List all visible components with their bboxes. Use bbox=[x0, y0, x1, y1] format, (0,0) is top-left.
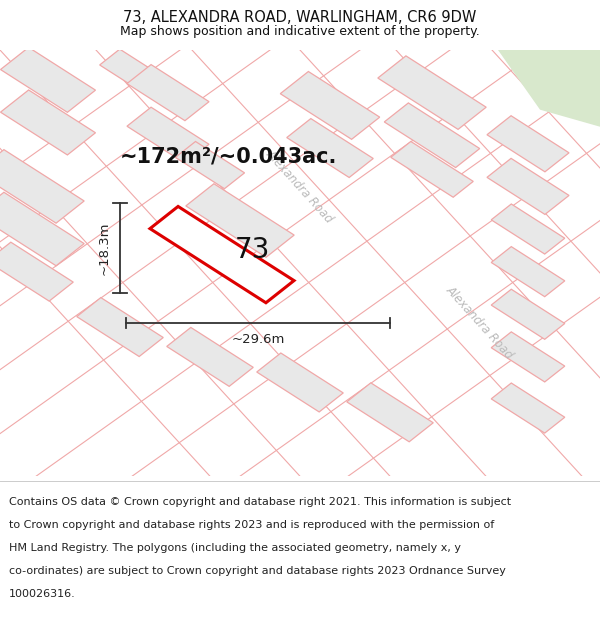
Polygon shape bbox=[498, 50, 600, 127]
Text: 100026316.: 100026316. bbox=[9, 589, 76, 599]
Polygon shape bbox=[491, 383, 565, 433]
Polygon shape bbox=[491, 332, 565, 382]
Polygon shape bbox=[186, 184, 294, 258]
Polygon shape bbox=[1, 90, 95, 155]
Polygon shape bbox=[487, 116, 569, 172]
Polygon shape bbox=[0, 192, 84, 266]
Text: Map shows position and indicative extent of the property.: Map shows position and indicative extent… bbox=[120, 24, 480, 38]
Polygon shape bbox=[378, 56, 486, 129]
Polygon shape bbox=[487, 158, 569, 214]
Text: ~29.6m: ~29.6m bbox=[232, 334, 284, 346]
Polygon shape bbox=[391, 141, 473, 198]
Text: 73: 73 bbox=[235, 236, 269, 264]
Polygon shape bbox=[257, 353, 343, 412]
Text: ~172m²/~0.043ac.: ~172m²/~0.043ac. bbox=[119, 146, 337, 166]
Text: Contains OS data © Crown copyright and database right 2021. This information is : Contains OS data © Crown copyright and d… bbox=[9, 497, 511, 507]
Polygon shape bbox=[0, 149, 84, 223]
Polygon shape bbox=[491, 289, 565, 339]
Polygon shape bbox=[491, 247, 565, 297]
Polygon shape bbox=[491, 204, 565, 254]
Text: co-ordinates) are subject to Crown copyright and database rights 2023 Ordnance S: co-ordinates) are subject to Crown copyr… bbox=[9, 566, 506, 576]
Text: Alexandra Road: Alexandra Road bbox=[444, 284, 516, 362]
Text: HM Land Registry. The polygons (including the associated geometry, namely x, y: HM Land Registry. The polygons (includin… bbox=[9, 543, 461, 553]
Polygon shape bbox=[280, 71, 380, 139]
Polygon shape bbox=[0, 242, 73, 301]
Polygon shape bbox=[150, 206, 294, 302]
Polygon shape bbox=[167, 328, 253, 386]
Polygon shape bbox=[384, 103, 480, 168]
Polygon shape bbox=[287, 119, 373, 178]
Polygon shape bbox=[77, 298, 163, 356]
Text: ~18.3m: ~18.3m bbox=[98, 221, 111, 275]
Polygon shape bbox=[175, 141, 245, 189]
Polygon shape bbox=[100, 49, 164, 94]
Polygon shape bbox=[127, 64, 209, 121]
Polygon shape bbox=[127, 107, 209, 163]
Text: 73, ALEXANDRA ROAD, WARLINGHAM, CR6 9DW: 73, ALEXANDRA ROAD, WARLINGHAM, CR6 9DW bbox=[124, 10, 476, 25]
Text: to Crown copyright and database rights 2023 and is reproduced with the permissio: to Crown copyright and database rights 2… bbox=[9, 520, 494, 530]
Polygon shape bbox=[347, 383, 433, 442]
Polygon shape bbox=[1, 48, 95, 112]
Text: Alexandra Road: Alexandra Road bbox=[264, 148, 336, 226]
